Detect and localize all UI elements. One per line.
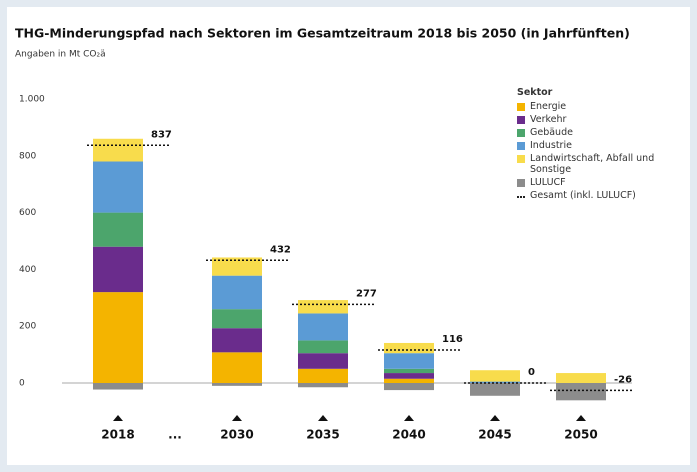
bar-segment bbox=[470, 370, 520, 382]
legend-swatch bbox=[517, 196, 525, 198]
chart: THG-Minderungspfad nach Sektoren im Gesa… bbox=[15, 26, 634, 442]
bar-segment bbox=[93, 161, 143, 213]
bar-segment bbox=[384, 383, 434, 391]
bar-segment bbox=[384, 353, 434, 369]
legend-label: Gesamt (inkl. LULUCF) bbox=[530, 190, 636, 201]
legend-label: Industrie bbox=[530, 140, 572, 151]
x-tick-label: 2030 bbox=[220, 428, 253, 442]
legend-label: Landwirtschaft, Abfall und Sonstige bbox=[530, 153, 655, 175]
legend-item: LULUCF bbox=[517, 177, 687, 188]
y-tick-label: 1.000 bbox=[19, 95, 45, 105]
legend-item: Industrie bbox=[517, 140, 687, 151]
y-tick-label: 0 bbox=[19, 379, 25, 389]
total-label: 0 bbox=[528, 367, 535, 378]
category-marker bbox=[404, 415, 414, 421]
y-tick-label: 200 bbox=[19, 322, 36, 332]
bar-segment bbox=[470, 381, 520, 383]
bar-segment bbox=[298, 383, 348, 388]
legend-title: Sektor bbox=[517, 87, 553, 98]
bar-segment bbox=[212, 328, 262, 353]
total-label: 432 bbox=[270, 244, 291, 255]
total-label: 837 bbox=[151, 129, 172, 140]
bar-segment bbox=[470, 383, 520, 396]
bar-segment bbox=[298, 340, 348, 354]
bar-segment bbox=[212, 383, 262, 386]
gap-label: ... bbox=[168, 428, 182, 442]
bar-segment bbox=[212, 352, 262, 383]
chart-subtitle: Angaben in Mt CO₂ä bbox=[15, 50, 106, 60]
bar-segment bbox=[298, 368, 348, 383]
legend-item: Gesamt (inkl. LULUCF) bbox=[517, 190, 687, 201]
chart-title: THG-Minderungspfad nach Sektoren im Gesa… bbox=[15, 26, 630, 41]
legend-item: Energie bbox=[517, 101, 687, 112]
total-label: 116 bbox=[442, 334, 463, 345]
y-tick-label: 600 bbox=[19, 208, 36, 218]
bar-segment bbox=[93, 138, 143, 162]
panel: THG-Minderungspfad nach Sektoren im Gesa… bbox=[7, 7, 690, 465]
total-label: 277 bbox=[356, 288, 377, 299]
bar-segment bbox=[384, 378, 434, 383]
x-tick-label: 2050 bbox=[564, 428, 597, 442]
legend-label: Energie bbox=[530, 101, 567, 112]
x-tick-label: 2035 bbox=[306, 428, 339, 442]
bar-segment bbox=[93, 383, 143, 390]
bar-segment bbox=[384, 373, 434, 379]
legend-item: Verkehr bbox=[517, 114, 687, 125]
legend-swatch bbox=[517, 179, 525, 187]
bar-segment bbox=[93, 246, 143, 293]
bar-segment bbox=[298, 300, 348, 314]
legend: Sektor Energie Verkehr Gebäude Industrie Lan… bbox=[517, 87, 687, 203]
legend-swatch bbox=[517, 103, 525, 111]
x-tick-label: 2018 bbox=[101, 428, 134, 442]
bar-segment bbox=[93, 212, 143, 247]
legend-swatch bbox=[517, 142, 525, 150]
bar-segment bbox=[384, 368, 434, 374]
category-marker bbox=[232, 415, 242, 421]
legend-item: Gebäude bbox=[517, 127, 687, 138]
bar-segment bbox=[556, 383, 606, 401]
legend-swatch bbox=[517, 129, 525, 137]
category-marker bbox=[318, 415, 328, 421]
bar-segment bbox=[384, 342, 434, 354]
bar-segment bbox=[212, 257, 262, 276]
legend-label: Gebäude bbox=[530, 127, 573, 138]
legend-swatch bbox=[517, 155, 525, 163]
bar-segment bbox=[556, 373, 606, 383]
category-marker bbox=[113, 415, 123, 421]
bar-segment bbox=[212, 275, 262, 310]
y-tick-label: 400 bbox=[19, 265, 36, 275]
x-tick-label: 2045 bbox=[478, 428, 511, 442]
legend-item: Landwirtschaft, Abfall und Sonstige bbox=[517, 153, 687, 175]
legend-label: Verkehr bbox=[530, 114, 567, 125]
category-marker bbox=[576, 415, 586, 421]
y-tick-label: 800 bbox=[19, 151, 36, 161]
x-tick-label: 2040 bbox=[392, 428, 425, 442]
bar-segment bbox=[93, 292, 143, 383]
legend-swatch bbox=[517, 116, 525, 124]
bar-segment bbox=[212, 309, 262, 329]
legend-label: LULUCF bbox=[530, 177, 566, 188]
category-marker bbox=[490, 415, 500, 421]
bar-segment bbox=[298, 313, 348, 341]
bar-segment bbox=[298, 353, 348, 369]
total-label: -26 bbox=[614, 374, 632, 385]
